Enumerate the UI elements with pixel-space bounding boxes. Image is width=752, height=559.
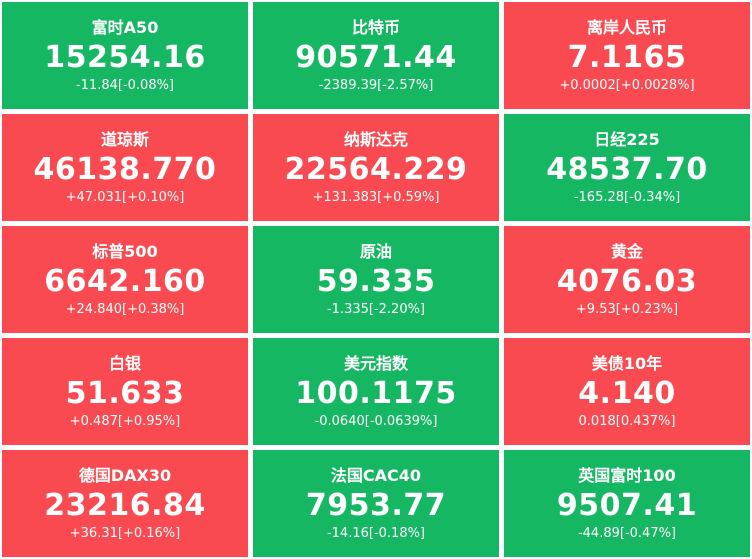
instrument-name: 美债10年 bbox=[591, 353, 663, 373]
instrument-change: 0.018[0.437%] bbox=[578, 413, 676, 429]
instrument-price: 51.633 bbox=[65, 375, 185, 411]
instrument-change: +0.0002[+0.0028%] bbox=[559, 77, 695, 93]
market-tile-silver[interactable]: 白银 51.633 +0.487[+0.95%] bbox=[2, 338, 248, 445]
instrument-price: 90571.44 bbox=[295, 39, 457, 75]
instrument-change: -2389.39[-2.57%] bbox=[318, 77, 434, 93]
market-tile-usd-index[interactable]: 美元指数 100.1175 -0.0640[-0.0639%] bbox=[253, 338, 499, 445]
instrument-price: 22564.229 bbox=[284, 151, 468, 187]
instrument-price: 59.335 bbox=[316, 263, 436, 299]
instrument-price: 7953.77 bbox=[305, 487, 447, 523]
instrument-change: +0.487[+0.95%] bbox=[69, 413, 181, 429]
instrument-price: 9507.41 bbox=[556, 487, 698, 523]
instrument-name: 纳斯达克 bbox=[343, 129, 408, 149]
market-tile-sp500[interactable]: 标普500 6642.160 +24.840[+0.38%] bbox=[2, 226, 248, 333]
instrument-change: -44.89[-0.47%] bbox=[577, 525, 677, 541]
instrument-change: -165.28[-0.34%] bbox=[573, 189, 681, 205]
market-tile-ftse-100[interactable]: 英国富时100 9507.41 -44.89[-0.47%] bbox=[504, 450, 750, 557]
instrument-change: -1.335[-2.20%] bbox=[326, 301, 426, 317]
instrument-price: 46138.770 bbox=[33, 151, 217, 187]
instrument-name: 法国CAC40 bbox=[330, 465, 422, 485]
market-tile-bitcoin[interactable]: 比特币 90571.44 -2389.39[-2.57%] bbox=[253, 2, 499, 109]
instrument-name: 白银 bbox=[108, 353, 141, 373]
instrument-name: 富时A50 bbox=[91, 17, 159, 37]
market-tile-nikkei-225[interactable]: 日经225 48537.70 -165.28[-0.34%] bbox=[504, 114, 750, 221]
instrument-change: +36.31[+0.16%] bbox=[69, 525, 181, 541]
instrument-price: 7.1165 bbox=[567, 39, 687, 75]
market-tile-ftse-a50[interactable]: 富时A50 15254.16 -11.84[-0.08%] bbox=[2, 2, 248, 109]
instrument-price: 6642.160 bbox=[44, 263, 206, 299]
instrument-name: 日经225 bbox=[594, 129, 660, 149]
instrument-price: 4076.03 bbox=[556, 263, 698, 299]
market-tile-offshore-rmb[interactable]: 离岸人民币 7.1165 +0.0002[+0.0028%] bbox=[504, 2, 750, 109]
instrument-change: -14.16[-0.18%] bbox=[326, 525, 426, 541]
market-tile-us-10y-treasury[interactable]: 美债10年 4.140 0.018[0.437%] bbox=[504, 338, 750, 445]
instrument-name: 标普500 bbox=[92, 241, 158, 261]
instrument-name: 英国富时100 bbox=[578, 465, 676, 485]
instrument-name: 离岸人民币 bbox=[586, 17, 667, 37]
instrument-change: +131.383[+0.59%] bbox=[312, 189, 440, 205]
instrument-name: 道琼斯 bbox=[100, 129, 149, 149]
instrument-price: 48537.70 bbox=[546, 151, 708, 187]
instrument-price: 23216.84 bbox=[44, 487, 206, 523]
instrument-change: +24.840[+0.38%] bbox=[65, 301, 185, 317]
instrument-price: 100.1175 bbox=[295, 375, 457, 411]
instrument-name: 德国DAX30 bbox=[78, 465, 172, 485]
market-tile-dow-jones[interactable]: 道琼斯 46138.770 +47.031[+0.10%] bbox=[2, 114, 248, 221]
instrument-name: 比特币 bbox=[351, 17, 400, 37]
instrument-price: 15254.16 bbox=[44, 39, 206, 75]
instrument-name: 美元指数 bbox=[343, 353, 408, 373]
instrument-change: +47.031[+0.10%] bbox=[65, 189, 185, 205]
market-tile-crude-oil[interactable]: 原油 59.335 -1.335[-2.20%] bbox=[253, 226, 499, 333]
market-tile-dax30[interactable]: 德国DAX30 23216.84 +36.31[+0.16%] bbox=[2, 450, 248, 557]
instrument-price: 4.140 bbox=[578, 375, 676, 411]
market-tile-nasdaq[interactable]: 纳斯达克 22564.229 +131.383[+0.59%] bbox=[253, 114, 499, 221]
market-tile-cac40[interactable]: 法国CAC40 7953.77 -14.16[-0.18%] bbox=[253, 450, 499, 557]
instrument-change: -11.84[-0.08%] bbox=[75, 77, 175, 93]
instrument-name: 黄金 bbox=[610, 241, 643, 261]
instrument-change: -0.0640[-0.0639%] bbox=[314, 413, 438, 429]
instrument-change: +9.53[+0.23%] bbox=[575, 301, 679, 317]
market-tile-gold[interactable]: 黄金 4076.03 +9.53[+0.23%] bbox=[504, 226, 750, 333]
instrument-name: 原油 bbox=[359, 241, 392, 261]
